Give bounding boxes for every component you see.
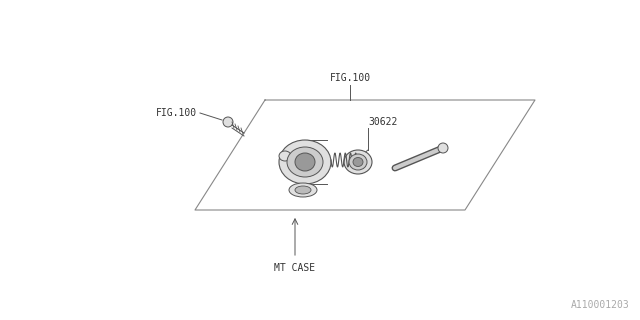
Text: MT CASE: MT CASE [275,263,316,273]
Ellipse shape [289,183,317,197]
Circle shape [223,117,233,127]
Ellipse shape [295,186,311,194]
Ellipse shape [353,157,363,166]
Text: 30622: 30622 [368,117,397,127]
Ellipse shape [279,140,331,184]
Ellipse shape [344,150,372,174]
Ellipse shape [279,151,291,161]
Circle shape [438,143,448,153]
Text: FIG.100: FIG.100 [330,73,371,83]
Text: A110001203: A110001203 [572,300,630,310]
Ellipse shape [295,153,315,171]
Ellipse shape [287,147,323,177]
Ellipse shape [349,154,367,170]
Text: FIG.100: FIG.100 [156,108,197,118]
